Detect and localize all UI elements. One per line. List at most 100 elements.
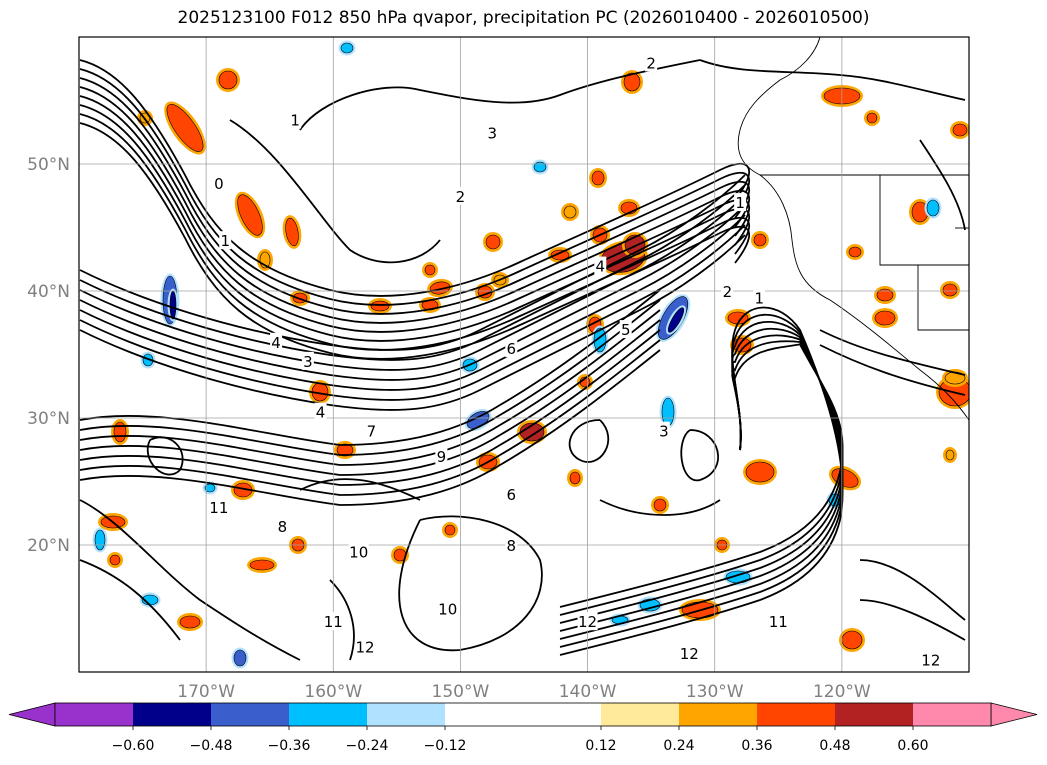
contour-label-bg xyxy=(323,612,344,631)
colorbar-tick-label: 0.60 xyxy=(897,738,928,754)
coastline-west xyxy=(759,174,969,421)
qvapor-contour xyxy=(299,478,421,501)
contour-label-bg xyxy=(314,402,327,421)
contour-label: 9 xyxy=(437,448,447,466)
contour-label-bg xyxy=(219,231,232,250)
precip-blob xyxy=(945,449,955,461)
contour-label: 12 xyxy=(578,613,597,631)
contour-label: 6 xyxy=(507,486,517,504)
qvapor-contour xyxy=(79,174,746,351)
precip-blob-neg xyxy=(94,529,106,551)
colorbar-tick-label: 0.36 xyxy=(741,738,772,754)
qvapor-contour xyxy=(699,59,966,101)
contour-label-bg xyxy=(505,485,518,504)
contour-label: 1 xyxy=(735,194,745,212)
qvapor-contour xyxy=(299,59,701,131)
qvapor-contour xyxy=(79,329,661,486)
contour-label: 1 xyxy=(220,232,230,250)
contour-label-bg xyxy=(208,497,229,516)
qvapor-contour xyxy=(79,122,751,360)
contour-label-bg xyxy=(768,612,789,631)
precip-blob-neg xyxy=(667,307,685,333)
qvapor-contour xyxy=(79,309,661,466)
map-background xyxy=(79,37,969,672)
precip-blob xyxy=(285,217,299,247)
contour-label: 10 xyxy=(438,601,457,619)
precip-blob-neg xyxy=(169,290,177,320)
precip-blob xyxy=(336,443,354,457)
colorbar-segment xyxy=(757,703,835,726)
precip-blob xyxy=(591,170,605,186)
colorbar-extend-max xyxy=(990,702,1038,727)
precip-blob xyxy=(874,310,896,326)
contour-label-bg xyxy=(577,612,598,631)
contour-label: 7 xyxy=(367,423,377,441)
qvapor-contour xyxy=(79,68,751,306)
colorbar-segment xyxy=(913,703,991,726)
colorbar-tick-label: −0.60 xyxy=(112,738,155,754)
contour-label-bg xyxy=(212,174,225,193)
colorbar: −0.60 −0.48 −0.36 −0.24 −0.12 0.12 0.24 0.36 0.4… xyxy=(8,702,1038,754)
colorbar-segment xyxy=(445,703,601,726)
colorbar-segment xyxy=(679,703,757,726)
contour-label: 11 xyxy=(324,613,343,631)
contour-label-bg xyxy=(920,650,941,669)
contour-label: 11 xyxy=(209,499,228,517)
contour-label-bg xyxy=(365,421,378,440)
qvapor-contour xyxy=(79,234,746,411)
qvapor-contour xyxy=(229,119,441,264)
contour-label: 3 xyxy=(487,124,497,142)
precip-blob xyxy=(237,194,263,236)
precip-blob-neg xyxy=(233,649,247,667)
precip-blob xyxy=(848,246,862,258)
colorbar-segment xyxy=(55,703,133,726)
contour-label: 2 xyxy=(723,283,733,301)
qvapor-contour xyxy=(79,299,661,456)
contour-label-bg xyxy=(505,339,518,358)
longitude-tick-label: 170°W xyxy=(177,682,235,702)
precip-blob xyxy=(952,123,968,137)
state-border xyxy=(879,175,969,266)
contour-label: 0 xyxy=(214,175,224,193)
contour-label: 5 xyxy=(621,321,631,339)
longitude-tick-label: 130°W xyxy=(686,682,744,702)
precip-blob-neg xyxy=(926,199,940,217)
qvapor-contour xyxy=(79,559,181,641)
contour-label: 12 xyxy=(921,651,940,669)
qvapor-contour xyxy=(79,77,751,315)
contour-label-bg xyxy=(645,53,658,72)
qvapor-contour xyxy=(79,349,661,506)
contour-label: 3 xyxy=(303,353,313,371)
colorbar-tick-label: 0.24 xyxy=(663,738,694,754)
contour-label-bg xyxy=(348,542,369,561)
map-frame xyxy=(78,36,970,673)
contour-label: 4 xyxy=(316,404,326,422)
contour-label-bg xyxy=(454,186,467,205)
longitude-tick-label: 120°W xyxy=(813,682,871,702)
precip-blob xyxy=(841,630,863,650)
qvapor-contour xyxy=(680,429,719,481)
qvapor-contour xyxy=(79,104,751,342)
colorbar-tick-label: −0.12 xyxy=(424,738,467,754)
qvapor-contour xyxy=(147,436,184,476)
precip-blob xyxy=(569,471,581,485)
colorbar-segment xyxy=(289,703,367,726)
contour-label: 8 xyxy=(278,518,288,536)
contour-label: 10 xyxy=(349,543,368,561)
contour-label: 1 xyxy=(754,289,764,307)
contour-label: 3 xyxy=(659,423,669,441)
contour-label-bg xyxy=(301,351,314,370)
qvapor-contour xyxy=(79,95,751,333)
precip-blob xyxy=(876,288,894,302)
contour-label: 8 xyxy=(507,537,517,555)
qvapor-contour xyxy=(79,184,746,361)
precip-blob xyxy=(249,559,275,571)
contour-label-bg xyxy=(721,282,734,300)
precip-blob xyxy=(653,498,667,512)
contour-label: 1 xyxy=(290,112,300,130)
colorbar-tick-label: 0.12 xyxy=(585,738,616,754)
contour-label-bg xyxy=(276,516,289,535)
contour-label: 6 xyxy=(507,340,517,358)
